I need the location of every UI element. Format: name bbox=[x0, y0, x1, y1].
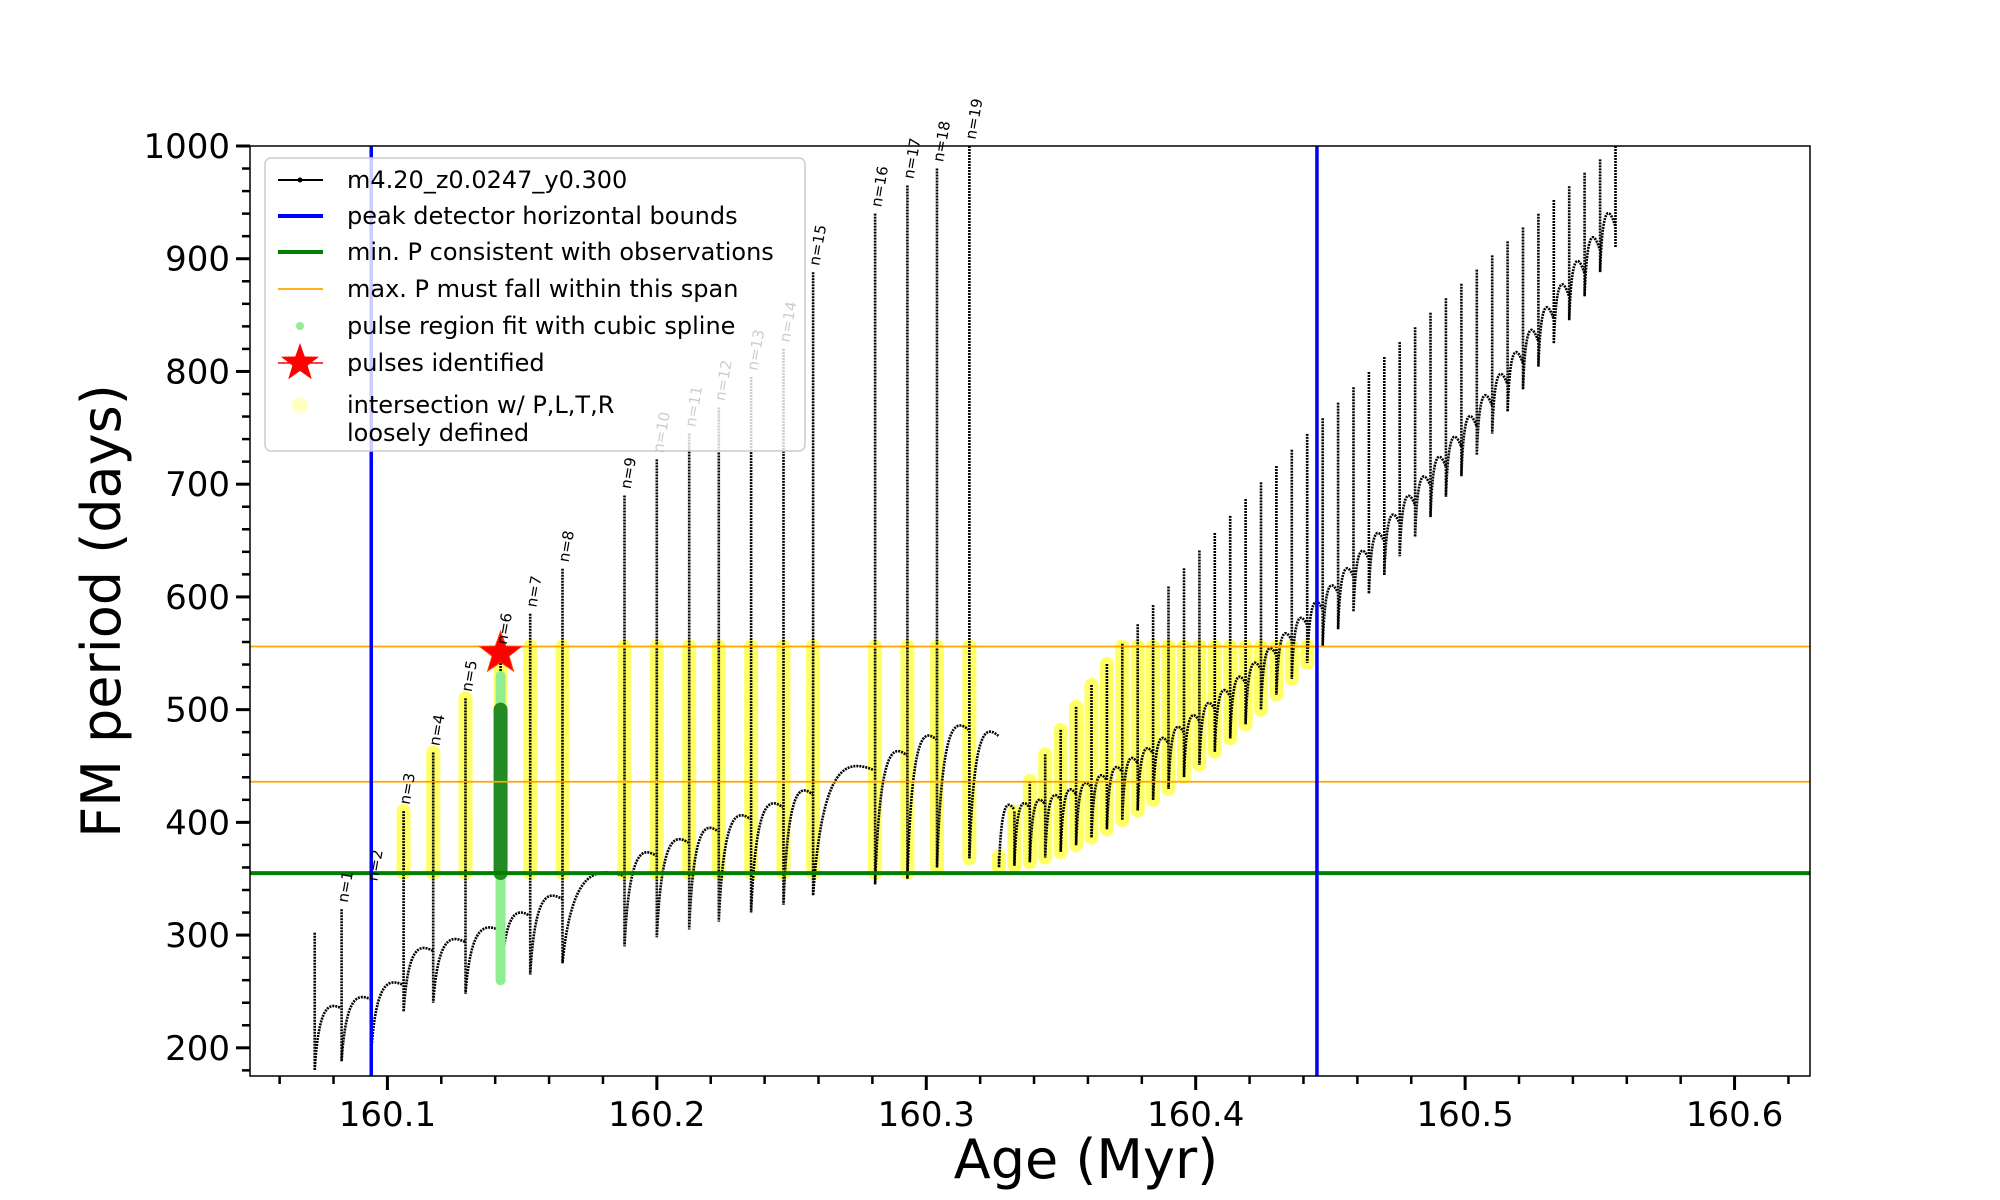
pulse-number-label: n=8 bbox=[555, 529, 578, 563]
legend-swatch-star bbox=[281, 343, 319, 380]
legend-swatch-dot bbox=[297, 177, 303, 183]
legend-swatch-dot bbox=[296, 322, 304, 330]
x-tick-label: 160.2 bbox=[608, 1095, 705, 1135]
legend-item: min. P consistent with observations bbox=[278, 238, 774, 266]
legend-item: max. P must fall within this span bbox=[278, 275, 738, 303]
x-tick-label: 160.3 bbox=[878, 1095, 975, 1135]
model-track-layer bbox=[313, 146, 1617, 1071]
pulse-number-label: n=9 bbox=[617, 456, 640, 490]
y-tick-label: 700 bbox=[165, 465, 230, 505]
legend-swatch-dot bbox=[292, 397, 308, 413]
x-tick-label: 160.1 bbox=[339, 1095, 436, 1135]
legend-item: peak detector horizontal bounds bbox=[278, 202, 738, 230]
x-tick-label: 160.4 bbox=[1147, 1095, 1244, 1135]
pulse-number-label: n=16 bbox=[867, 165, 892, 209]
y-tick-label: 400 bbox=[165, 803, 230, 843]
legend-label: pulse region fit with cubic spline bbox=[347, 312, 735, 340]
legend-label: peak detector horizontal bounds bbox=[347, 202, 738, 230]
pulse-number-label: n=17 bbox=[900, 136, 925, 180]
legend-label: loosely defined bbox=[347, 419, 529, 447]
pulse-number-label: n=19 bbox=[962, 97, 987, 141]
legend-label: pulses identified bbox=[347, 349, 545, 377]
y-tick-label: 600 bbox=[165, 578, 230, 618]
y-tick-label: 300 bbox=[165, 916, 230, 956]
intersection-points-layer bbox=[396, 639, 1315, 881]
y-tick-label: 1000 bbox=[143, 127, 230, 167]
pulse-number-label: n=3 bbox=[396, 772, 419, 806]
legend-item: pulse region fit with cubic spline bbox=[296, 312, 735, 340]
pulse-identified-layer bbox=[478, 629, 523, 673]
legend-item: pulses identified bbox=[278, 343, 545, 380]
legend-item: m4.20_z0.0247_y0.300 bbox=[278, 166, 627, 194]
x-tick-label: 160.5 bbox=[1416, 1095, 1513, 1135]
x-axis-title: Age (Myr) bbox=[954, 1128, 1219, 1191]
pulse-number-label: n=6 bbox=[493, 611, 516, 645]
legend-label: min. P consistent with observations bbox=[347, 238, 774, 266]
plot-frame bbox=[249, 145, 1811, 1077]
legend-label: intersection w/ P,L,T,R bbox=[347, 391, 614, 419]
x-tick-label: 160.6 bbox=[1686, 1095, 1783, 1135]
legend-label: m4.20_z0.0247_y0.300 bbox=[347, 166, 627, 194]
legend-box bbox=[264, 157, 806, 452]
pulse-number-label: n=1 bbox=[334, 870, 357, 904]
y-tick-label: 500 bbox=[165, 691, 230, 731]
pulse-number-label: n=2 bbox=[363, 848, 386, 882]
axes-layer: 160.1 160.2 160.3 160.4 160.5 160.6 200 300 400 5… bbox=[143, 127, 1790, 1135]
pulse-number-label: n=5 bbox=[458, 659, 481, 693]
pulse-number-label: n=15 bbox=[805, 223, 830, 267]
y-tick-label: 800 bbox=[165, 352, 230, 392]
pulse-number-label: n=4 bbox=[425, 713, 448, 747]
legend-label: max. P must fall within this span bbox=[347, 275, 738, 303]
pulse-number-label: n=7 bbox=[522, 574, 545, 608]
model-track-line bbox=[313, 146, 1617, 1071]
pulse-identified-star bbox=[478, 629, 523, 673]
y-tick-label: 900 bbox=[165, 240, 230, 280]
y-tick-label: 200 bbox=[165, 1029, 230, 1069]
y-axis-title: FM period (days) bbox=[70, 384, 133, 838]
pulse-number-label: n=18 bbox=[929, 120, 954, 164]
